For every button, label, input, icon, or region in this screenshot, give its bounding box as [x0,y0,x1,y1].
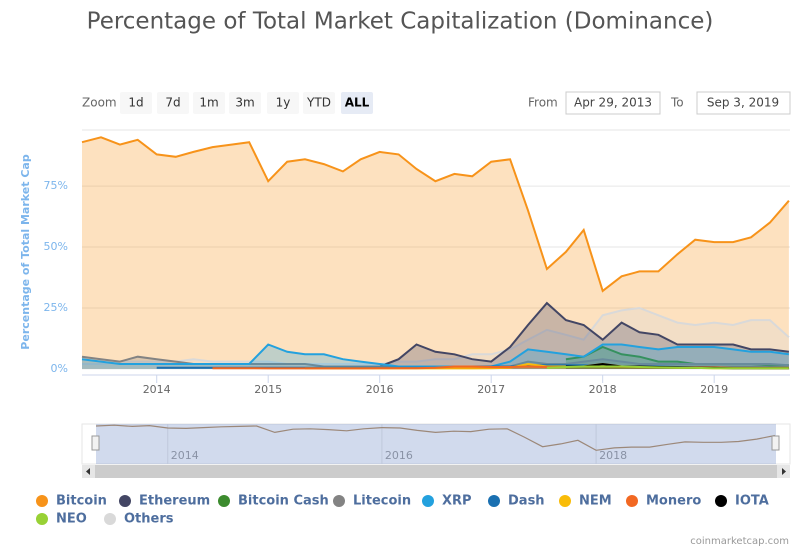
range-button-label: 1m [199,96,218,110]
from-date: Apr 29, 2013 [574,96,652,110]
range-button[interactable] [341,92,373,114]
x-tick-label: 2016 [366,383,394,396]
y-tick-label: 25% [44,301,68,314]
area-fill [82,308,789,369]
x-tick-label: 2018 [589,383,617,396]
area-line [82,306,790,365]
legend-marker[interactable] [218,495,230,507]
area-line [342,301,790,368]
legend-marker[interactable] [119,495,131,507]
legend-marker[interactable] [422,495,434,507]
navigator-handle[interactable] [771,435,780,451]
legend-label[interactable]: NEM [579,494,612,509]
legend-label[interactable]: Dash [508,494,545,509]
to-label: To [670,96,684,110]
legend-marker[interactable] [488,495,500,507]
range-button-label: YTD [306,96,331,110]
area-fill [565,347,789,369]
range-button[interactable] [267,92,299,114]
area-fill [82,344,789,369]
legend-marker[interactable] [104,513,116,525]
x-tick-label: 2017 [477,383,505,396]
legend-label[interactable]: Bitcoin [56,494,107,509]
legend-label[interactable]: XRP [442,494,472,509]
y-tick-label: 75% [44,179,68,192]
area-line [81,343,790,368]
area-fill [82,137,789,369]
x-tick-label: 2015 [254,383,282,396]
legend-marker[interactable] [559,495,571,507]
scrollbar-arrow [86,468,90,475]
legend-label[interactable]: NEO [56,512,87,527]
range-button[interactable] [193,92,225,114]
x-tick-label: 2014 [143,383,171,396]
range-button[interactable] [120,92,152,114]
x-tick-label: 2019 [700,383,728,396]
legend-marker[interactable] [626,495,638,507]
range-button[interactable] [157,92,189,114]
from-label: From [528,96,558,110]
navigator-line [95,424,776,451]
legend-marker[interactable] [715,495,727,507]
legend-label[interactable]: Bitcoin Cash [238,494,329,509]
zoom-label: Zoom [82,96,117,110]
scrollbar-thumb[interactable] [95,465,777,478]
legend-marker[interactable] [333,495,345,507]
y-tick-label: 50% [44,240,68,253]
area-line [81,136,790,293]
range-button-label: 1y [276,96,291,110]
navigator-tick-label: 2018 [599,449,627,462]
area-fill [342,303,789,369]
to-input[interactable] [696,91,791,115]
legend-marker[interactable] [36,513,48,525]
navigator-tick-label: 2014 [171,449,199,462]
range-button[interactable] [303,92,335,114]
range-button-label: ALL [345,96,370,110]
chart-title: Percentage of Total Market Capitalizatio… [87,9,714,35]
y-tick-label: 0% [51,362,68,375]
from-input[interactable] [565,91,661,115]
range-button-label: 7d [165,96,180,110]
legend-label[interactable]: Litecoin [353,494,411,509]
range-button-label: 1d [128,96,143,110]
legend-label[interactable]: IOTA [735,494,769,509]
scrollbar-arrow [782,468,786,475]
legend-label[interactable]: Others [124,512,174,527]
navigator-handle[interactable] [91,435,100,451]
area-line [546,365,789,370]
y-axis-title: Percentage of Total Market Cap [19,154,32,350]
navigator-mask [96,424,776,464]
credits[interactable]: coinmarketcap.com [690,536,789,547]
navigator-tick-label: 2016 [385,449,413,462]
legend-label[interactable]: Monero [646,494,701,509]
legend-label[interactable]: Ethereum [139,494,210,509]
legend-marker[interactable] [36,495,48,507]
range-button-label: 3m [235,96,254,110]
range-button[interactable] [229,92,261,114]
to-date: Sep 3, 2019 [707,96,779,110]
area-fill [565,364,789,369]
